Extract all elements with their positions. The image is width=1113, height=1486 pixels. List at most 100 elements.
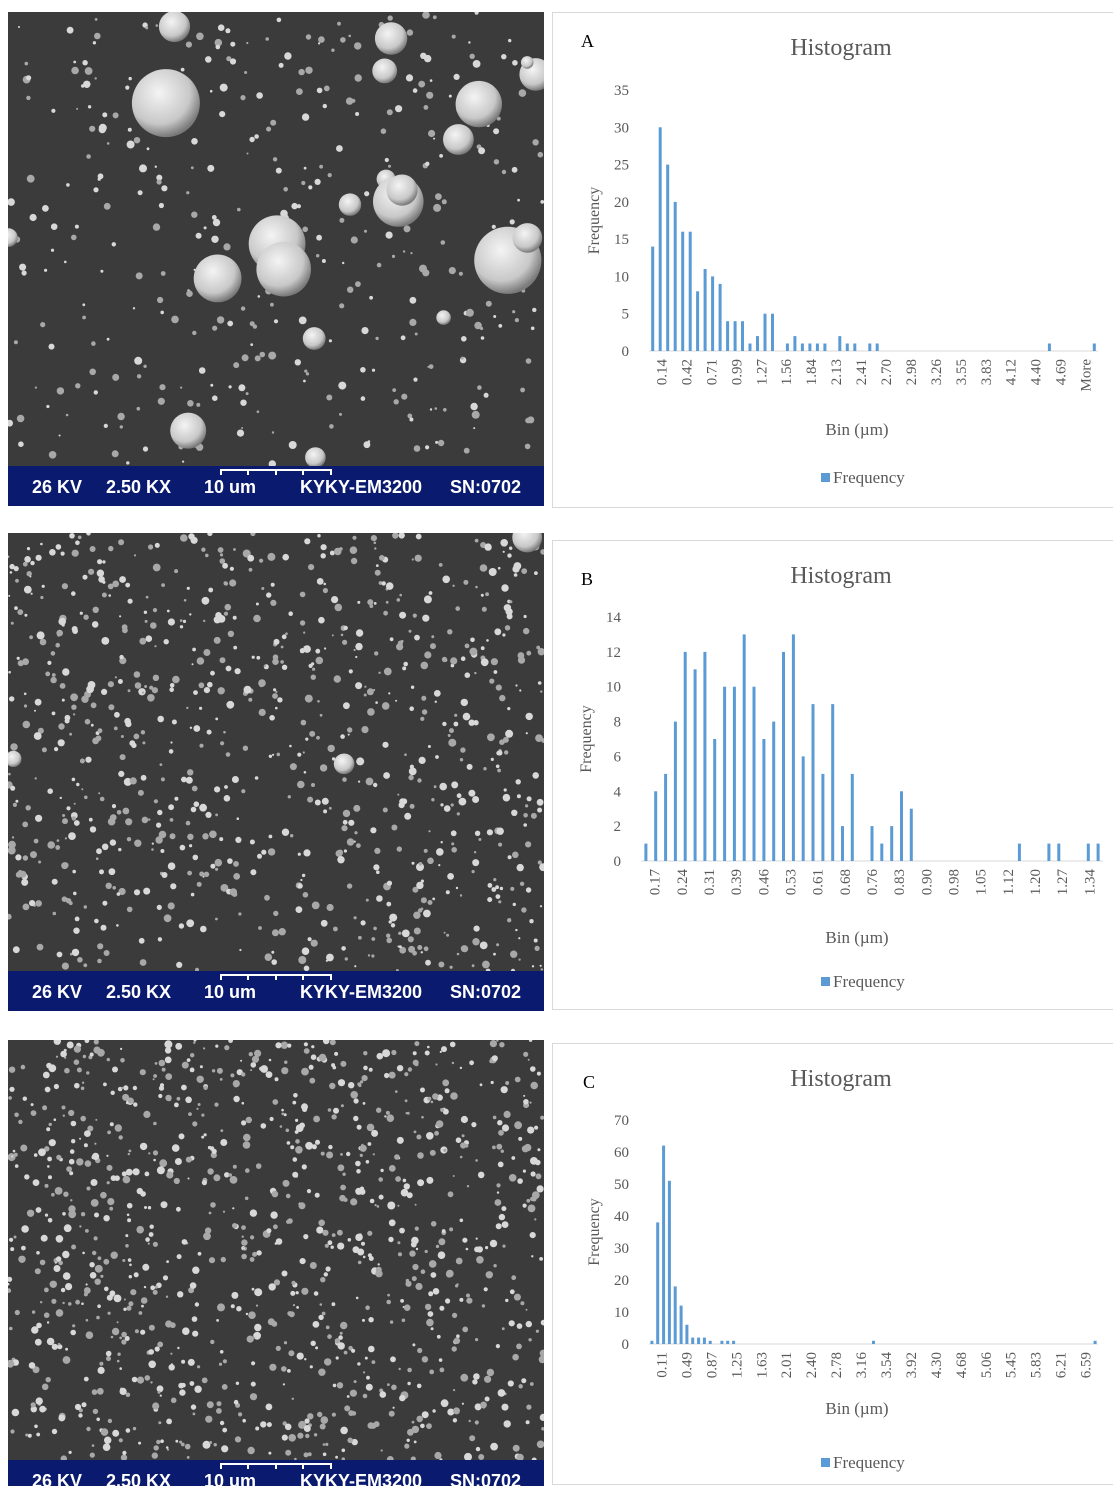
sem-image-a: 26 KV 2.50 KX 10 um KYKY-EM3200 SN:0702 <box>8 12 544 506</box>
histogram-bar <box>1017 843 1021 861</box>
x-tick-label: 0.24 <box>675 869 691 896</box>
x-tick-label: 0.42 <box>679 359 695 385</box>
y-axis-label: Frequency <box>586 1198 603 1266</box>
histogram-bar <box>845 343 849 351</box>
histogram-bar <box>868 343 872 351</box>
x-tick-label: 5.45 <box>1004 1352 1020 1378</box>
sem-texture <box>8 533 544 971</box>
sem-magnification: 2.50 KX <box>106 1471 172 1486</box>
x-tick-label: 1.34 <box>1082 869 1098 896</box>
x-tick-label: 0.68 <box>838 869 854 895</box>
sem-scale-bar <box>220 469 332 477</box>
legend-swatch <box>821 1458 830 1467</box>
y-tick-label: 70 <box>614 1113 629 1129</box>
legend-swatch <box>821 473 830 482</box>
sem-voltage: 26 KV <box>32 477 83 497</box>
x-tick-label: 4.69 <box>1054 359 1070 385</box>
histogram-bar <box>872 1340 875 1344</box>
y-tick-label: 10 <box>614 269 629 285</box>
x-tick-label: 0.87 <box>704 1352 720 1379</box>
sem-scale-bar <box>220 1463 332 1471</box>
histogram-bar <box>762 739 766 861</box>
legend-label: Frequency <box>833 468 905 487</box>
x-tick-label: 3.55 <box>954 359 970 385</box>
x-tick-label: 4.40 <box>1029 359 1045 385</box>
sem-texture <box>8 1040 544 1460</box>
histogram-bar <box>664 773 668 861</box>
histogram-bar <box>748 343 752 351</box>
y-tick-label: 40 <box>614 1209 629 1225</box>
x-tick-label: 0.83 <box>892 869 908 895</box>
sem-info-bar: 26 KV 2.50 KX 10 um KYKY-EM3200 SN:0702 <box>8 1460 544 1486</box>
x-tick-label: 0.17 <box>648 869 664 896</box>
x-tick-label: 0.61 <box>811 869 827 895</box>
histogram-bar <box>654 791 658 861</box>
histogram-chart-a: A Histogram 0 5 10 15 20 25 30 35 Frequency 0.14 0.4… <box>581 31 1098 487</box>
histogram-panel-b: B Histogram 0 2 4 6 8 10 12 14 Frequency 0.17 0.24 0.… <box>552 540 1113 1010</box>
y-tick-label: 35 <box>614 83 629 99</box>
x-tick-label: 0.76 <box>865 869 881 896</box>
x-tick-label: 2.40 <box>804 1352 820 1378</box>
y-tick-label: 60 <box>614 1145 629 1161</box>
x-tick-label: More <box>1079 359 1095 392</box>
sem-image-b: 26 KV 2.50 KX 10 um KYKY-EM3200 SN:0702 <box>8 533 544 1011</box>
histogram-bar <box>702 1337 706 1344</box>
histogram-bar <box>644 843 648 861</box>
sem-instrument: KYKY-EM3200 <box>300 982 423 1002</box>
histogram-bar <box>782 651 785 861</box>
histogram-bar <box>1047 843 1051 861</box>
x-tick-label: 4.30 <box>929 1352 945 1378</box>
histogram-bar <box>791 634 795 861</box>
x-tick-label: 2.01 <box>779 1352 795 1378</box>
histogram-bar <box>708 1340 712 1344</box>
histogram-bar <box>685 1324 689 1344</box>
histogram-bar <box>815 343 819 351</box>
y-tick-label: 12 <box>606 645 621 661</box>
x-tick-label: 0.31 <box>702 869 718 895</box>
x-tick-label: 0.49 <box>679 1352 695 1378</box>
x-axis-label: Bin (µm) <box>825 420 888 439</box>
histogram-bar <box>772 721 776 861</box>
x-tick-label: 1.27 <box>754 359 770 386</box>
x-tick-label: 6.21 <box>1054 1352 1070 1378</box>
x-tick-label: 0.14 <box>655 359 671 386</box>
sem-scale-label: 10 um <box>204 982 257 1002</box>
chart-title: Histogram <box>790 563 892 589</box>
x-tick-label: 1.84 <box>804 359 820 386</box>
sem-serial: SN:0702 <box>450 477 522 497</box>
x-tick-label: 1.25 <box>729 1352 745 1378</box>
histogram-bar <box>681 231 685 351</box>
y-tick-label: 20 <box>614 195 629 211</box>
histogram-panel-c: C Histogram 0 10 20 30 40 50 60 70 Frequency 0.11 0.… <box>552 1043 1113 1485</box>
y-tick-label: 25 <box>614 158 629 174</box>
x-tick-label: 2.41 <box>854 359 870 385</box>
histogram-bar <box>718 283 722 351</box>
histogram-bar <box>756 336 759 351</box>
sem-scale-label: 10 um <box>204 477 257 497</box>
chart-title: Histogram <box>790 35 892 61</box>
histogram-bar <box>850 773 854 861</box>
x-tick-label: 0.53 <box>784 869 800 895</box>
histogram-bar <box>691 1337 695 1344</box>
x-tick-label: 0.98 <box>947 869 963 895</box>
histogram-bar <box>720 1340 724 1344</box>
sem-scale-bar <box>220 974 332 982</box>
y-tick-label: 4 <box>614 784 622 800</box>
x-tick-label: 1.63 <box>754 1352 770 1378</box>
x-tick-label: 1.05 <box>974 869 990 895</box>
histogram-bar <box>900 791 903 861</box>
histogram-chart-b: B Histogram 0 2 4 6 8 10 12 14 Frequency 0.17 0.24 0.… <box>578 563 1103 991</box>
y-tick-label: 15 <box>614 232 629 248</box>
x-tick-label: 1.20 <box>1028 869 1044 895</box>
x-tick-label: 2.78 <box>829 1352 845 1378</box>
histogram-bar <box>673 721 677 861</box>
x-tick-label: 6.59 <box>1079 1352 1095 1378</box>
sem-texture <box>8 12 544 466</box>
histogram-bar <box>651 246 655 351</box>
histogram-bar <box>733 321 737 351</box>
x-tick-label: 0.11 <box>655 1352 671 1378</box>
y-tick-label: 8 <box>614 715 622 731</box>
histogram-bar <box>658 127 662 351</box>
histogram-bar <box>742 634 746 861</box>
x-tick-label: 5.06 <box>979 1352 995 1379</box>
